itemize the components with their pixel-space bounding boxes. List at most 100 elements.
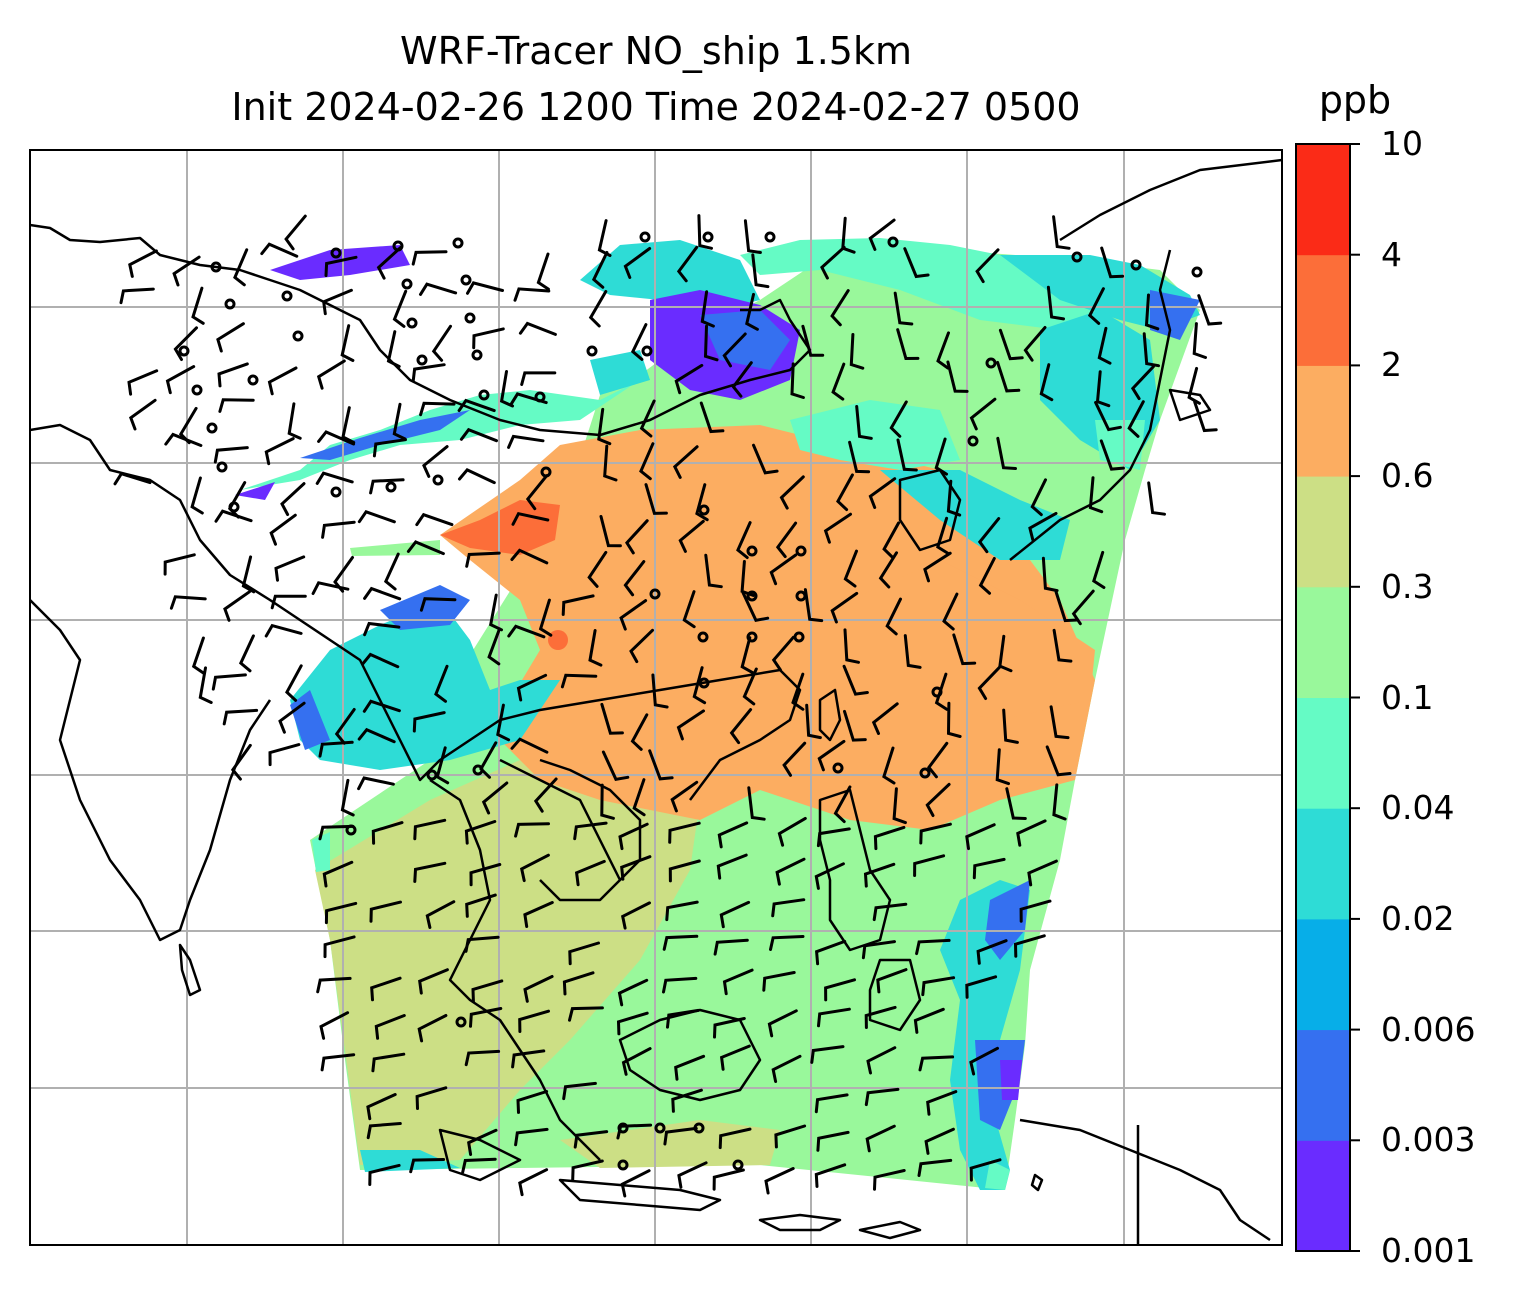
wind-barb — [1193, 400, 1218, 433]
wind-barb — [703, 324, 719, 362]
wind-barb — [514, 1127, 549, 1147]
wind-barb — [1028, 511, 1058, 542]
wind-barb — [431, 324, 452, 362]
wind-barb — [511, 511, 550, 526]
wind-barb — [913, 854, 946, 877]
wind-barb — [716, 853, 748, 880]
wind-barb — [260, 242, 299, 258]
wind-barb — [872, 902, 908, 922]
wind-barb — [903, 634, 922, 669]
wind-barb — [692, 666, 707, 705]
wind-barb — [274, 555, 306, 582]
colorbar-segment — [1296, 476, 1350, 588]
calm-markers — [178, 231, 1203, 1171]
wind-barb — [1142, 332, 1160, 368]
wind-barb — [128, 249, 158, 278]
wind-barb — [419, 401, 456, 417]
wind-barb — [769, 935, 805, 951]
wind-barb — [1023, 326, 1047, 362]
wind-barb — [357, 776, 395, 791]
wind-barb — [1030, 478, 1047, 517]
wind-barb — [936, 331, 950, 370]
wind-barb — [568, 1006, 604, 1022]
wind-barb — [775, 521, 798, 559]
wind-barb — [1147, 481, 1166, 516]
wind-barb — [591, 251, 609, 289]
wind-barb — [536, 252, 550, 291]
wind-barb — [924, 1127, 955, 1155]
wind-barb — [771, 635, 795, 672]
wind-barb — [682, 590, 696, 629]
wind-barb — [1052, 783, 1067, 821]
wind-barb — [972, 857, 1006, 880]
wind-barb — [588, 290, 608, 328]
wind-barb — [269, 513, 297, 546]
wind-barb — [413, 818, 447, 841]
wind-barb — [523, 901, 554, 928]
wind-barb — [868, 477, 897, 509]
wind-barb — [975, 248, 1000, 284]
wind-barb — [1054, 590, 1079, 623]
wind-barb — [779, 475, 805, 510]
wind-barb — [969, 397, 997, 431]
wind-barb — [230, 743, 252, 781]
wind-barb — [461, 1157, 497, 1174]
wind-barb — [965, 823, 996, 851]
wind-barb — [878, 551, 898, 589]
wind-barb — [588, 629, 603, 667]
wind-barb — [648, 749, 674, 781]
wind-barb — [977, 665, 1002, 700]
wind-barb — [320, 1053, 356, 1072]
wind-barb — [318, 740, 354, 758]
wind-barb — [885, 597, 902, 636]
wind-barb — [507, 434, 545, 449]
wind-barb — [842, 664, 869, 696]
wind-barb — [775, 857, 806, 886]
wind-barb — [362, 699, 401, 713]
wind-barb — [893, 291, 914, 326]
wind-barb — [767, 1009, 798, 1038]
wind-barb — [670, 780, 699, 813]
wind-barb — [523, 975, 554, 1003]
wind-barb — [913, 1007, 945, 1034]
wind-barb — [672, 445, 699, 479]
colorbar — [1295, 143, 1360, 1252]
wind-barb — [864, 1005, 897, 1029]
wind-barb — [1027, 859, 1058, 887]
wind-barb — [413, 861, 447, 883]
wind-barb — [934, 672, 949, 711]
wind-barb — [801, 324, 825, 357]
wind-barb — [629, 628, 654, 664]
colorbar-tick-label: 0.006 — [1381, 1009, 1476, 1049]
wind-barb — [198, 666, 213, 704]
wind-barb — [803, 588, 824, 623]
wind-barb — [1127, 400, 1145, 438]
wind-barb — [371, 821, 404, 845]
colorbar-tick-label: 0.02 — [1381, 898, 1455, 938]
wind-barb — [214, 509, 253, 523]
wind-barb — [668, 821, 701, 844]
colorbar-tick-label: 0.6 — [1381, 456, 1434, 496]
wind-barb — [516, 673, 548, 702]
wind-barb — [409, 1158, 446, 1174]
wind-barb — [412, 711, 446, 733]
wind-barb — [630, 713, 649, 751]
wind-barb — [814, 862, 845, 890]
wind-barb — [533, 777, 558, 813]
wind-barb — [465, 551, 501, 568]
colorbar-segment — [1296, 144, 1350, 256]
wind-barb — [518, 1009, 550, 1033]
wind-barb — [458, 468, 496, 485]
wind-barb — [620, 1169, 651, 1198]
wind-barb — [815, 939, 847, 966]
map-panel — [30, 150, 1282, 1245]
wind-barb — [334, 708, 356, 745]
wind-barb — [752, 443, 779, 475]
wind-barb — [632, 778, 646, 817]
wind-barb — [419, 597, 457, 612]
wind-barb — [713, 938, 749, 956]
wind-barb — [127, 369, 159, 396]
wind-barb — [601, 750, 630, 781]
wind-barb — [1046, 285, 1065, 321]
